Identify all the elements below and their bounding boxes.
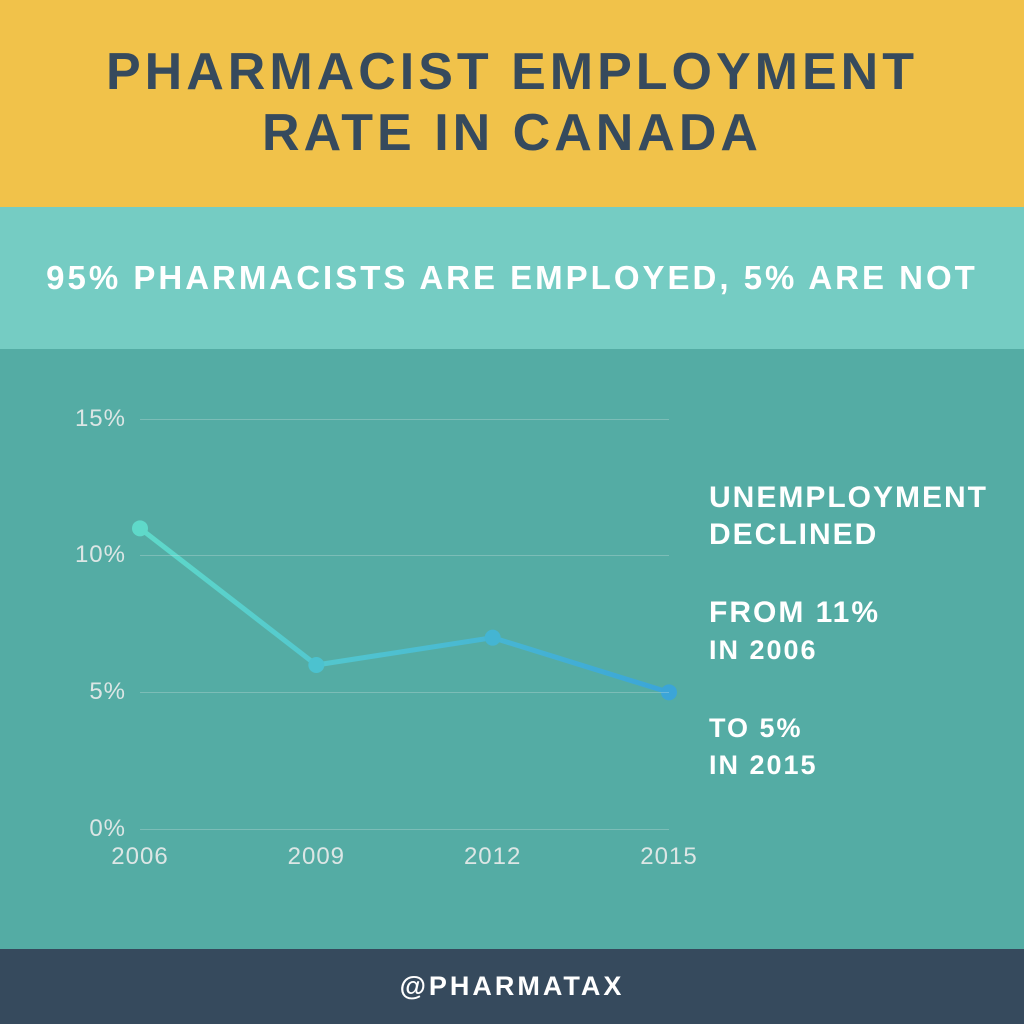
x-axis-label: 2015 xyxy=(640,843,697,871)
chart-svg xyxy=(140,419,669,829)
x-axis-label: 2006 xyxy=(111,843,168,871)
block1-line2: Declined xyxy=(709,518,878,551)
main-title: Pharmacist Employment Rate in Canada xyxy=(40,42,984,165)
y-axis-label: 15% xyxy=(75,405,126,433)
infographic-container: Pharmacist Employment Rate in Canada 95%… xyxy=(0,0,1024,1024)
title-line-2: Rate in Canada xyxy=(262,104,762,162)
footer-band: @PHARMATAX xyxy=(0,949,1024,1024)
block3-line1: to 5% xyxy=(709,713,803,743)
title-line-1: Pharmacist Employment xyxy=(106,43,918,101)
chart-marker xyxy=(485,629,501,645)
x-axis-label: 2009 xyxy=(288,843,345,871)
y-axis-label: 5% xyxy=(89,678,126,706)
gridline xyxy=(140,692,669,693)
right-panel: Unemployment Declined From 11% in 2006 t… xyxy=(689,389,984,919)
chart-marker xyxy=(132,520,148,536)
footer-text: @PHARMATAX xyxy=(400,971,625,1001)
block2-line2: in 2006 xyxy=(709,635,818,665)
subtitle-text: 95% PHARMACISTS ARE EMPLOYED, 5% ARE NOT xyxy=(40,259,984,297)
to-block: to 5% in 2015 xyxy=(709,709,984,784)
y-axis-label: 10% xyxy=(75,541,126,569)
x-axis-label: 2012 xyxy=(464,843,521,871)
y-axis-label: 0% xyxy=(89,815,126,843)
gridline xyxy=(140,829,669,830)
chart-polyline xyxy=(140,528,669,692)
block3-line2: in 2015 xyxy=(709,750,818,780)
chart-marker xyxy=(308,657,324,673)
subheader-band: 95% PHARMACISTS ARE EMPLOYED, 5% ARE NOT xyxy=(0,207,1024,349)
header-band: Pharmacist Employment Rate in Canada xyxy=(0,0,1024,207)
block1-line1: Unemployment xyxy=(709,481,988,514)
gridline xyxy=(140,555,669,556)
block2-line1: From 11% xyxy=(709,596,880,629)
gridline xyxy=(140,419,669,420)
line-chart: 0%5%10%15%2006200920122015 xyxy=(140,419,669,829)
main-panel: 0%5%10%15%2006200920122015 Unemployment … xyxy=(0,349,1024,949)
from-block: From 11% in 2006 xyxy=(709,594,984,669)
chart-area: 0%5%10%15%2006200920122015 xyxy=(60,389,689,919)
decline-heading: Unemployment Declined xyxy=(709,479,984,554)
